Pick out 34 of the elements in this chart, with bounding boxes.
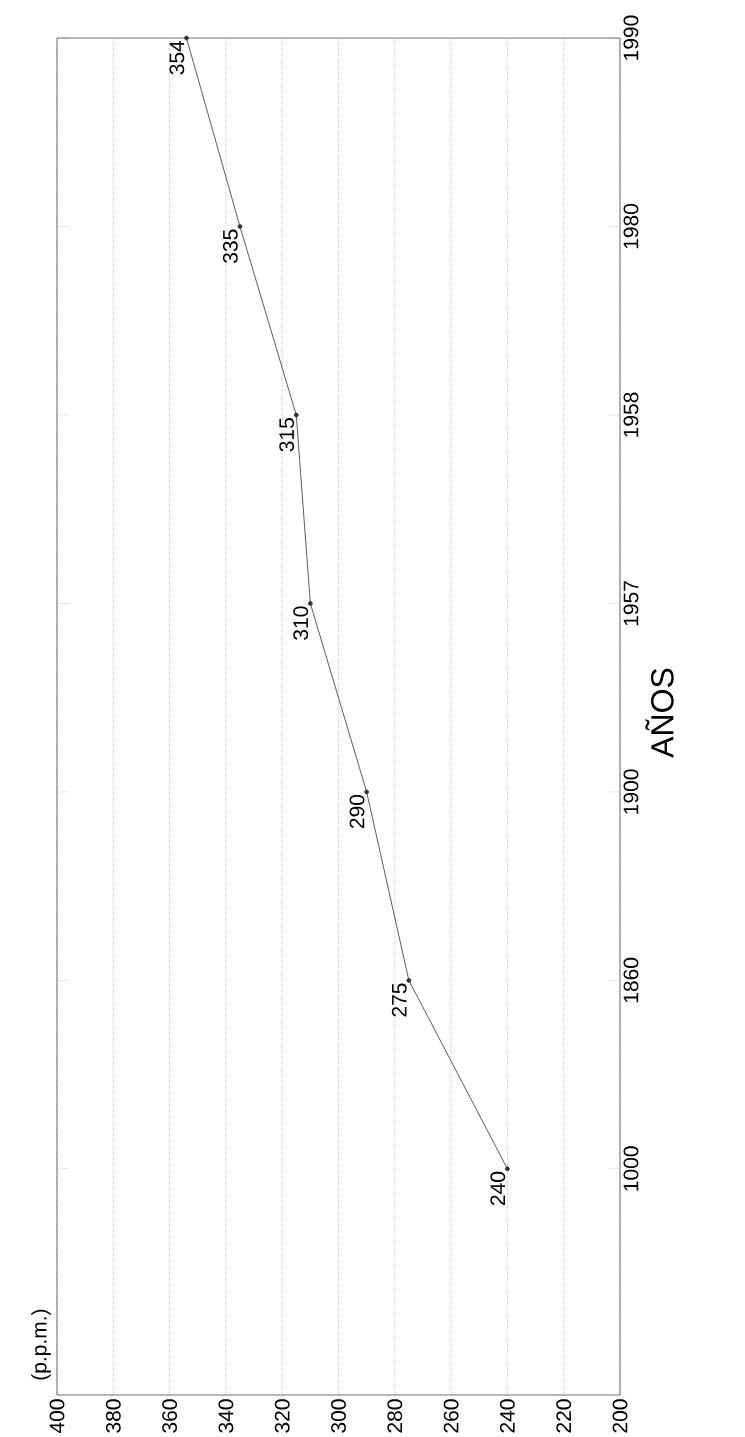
x-tick-label: 280 — [387, 1399, 403, 1433]
x-tick-label: 240 — [499, 1399, 515, 1433]
x-tick-label: 380 — [105, 1399, 121, 1433]
point — [184, 35, 189, 41]
point — [293, 412, 299, 418]
point — [406, 977, 412, 983]
point — [504, 1166, 510, 1172]
y-axis-title: AÑOS — [645, 668, 674, 758]
x-tick-label: 220 — [556, 1399, 572, 1433]
x-tick-label: 200 — [612, 1399, 628, 1433]
y-tick-label: 1860 — [623, 957, 639, 1003]
x-tick-label: 300 — [331, 1399, 346, 1433]
y-tick-label: 1000 — [623, 1146, 639, 1191]
x-tick-label: 360 — [162, 1399, 178, 1433]
data-label: 240 — [490, 1171, 506, 1206]
x-tick-label: 260 — [443, 1399, 459, 1433]
x-tick-label: 340 — [218, 1399, 234, 1433]
data-label: 335 — [222, 229, 238, 263]
x-tick-label: 320 — [274, 1399, 290, 1433]
point — [307, 601, 313, 606]
y-tick-label: 1957 — [623, 581, 639, 626]
y-tick-label: 1958 — [623, 392, 639, 437]
data-label: 275 — [391, 983, 407, 1017]
x-tick-label: 400 — [49, 1399, 65, 1434]
text: (p.p.m.) — [31, 1309, 51, 1380]
data-label: 310 — [293, 606, 309, 640]
y-tick-label: 1900 — [623, 769, 639, 814]
data-label: 315 — [279, 418, 295, 452]
data-label: 354 — [169, 40, 185, 75]
data-label: 290 — [349, 794, 365, 829]
point — [364, 789, 370, 795]
point — [237, 224, 243, 229]
y-tick-label: 1980 — [623, 204, 639, 249]
y-tick-label: 1990 — [623, 15, 639, 60]
